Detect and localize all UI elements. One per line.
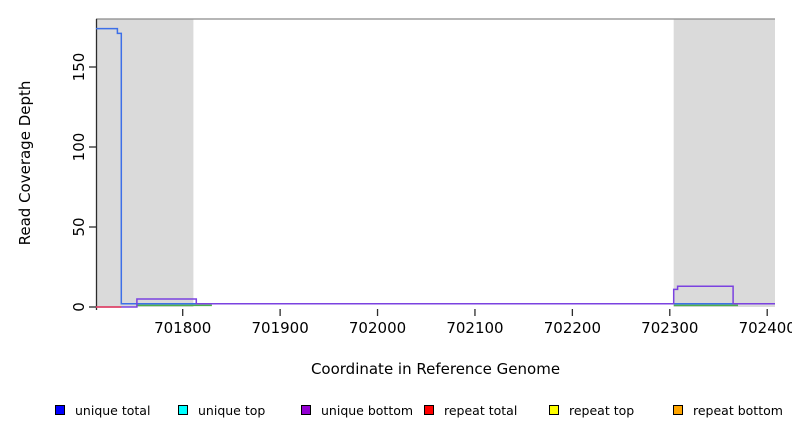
coverage-chart: 0 50 100 150 701800 701900 702000 702100 702200 7… xyxy=(16,18,792,337)
legend-label: unique top xyxy=(198,402,266,418)
x-tick-label: 702100 xyxy=(446,319,503,337)
x-axis-title: Coordinate in Reference Genome xyxy=(310,360,561,378)
y-tick-label: 100 xyxy=(70,133,88,162)
series-unique-total xyxy=(96,27,775,305)
series-unique-bottom xyxy=(96,285,775,308)
legend-item-repeat-bottom: repeat bottom xyxy=(673,401,783,419)
legend-label: repeat bottom xyxy=(693,402,783,418)
legend-item-unique-total: unique total xyxy=(55,401,150,419)
unique-total-swatch-icon xyxy=(55,405,65,415)
x-tick-label: 701900 xyxy=(251,319,308,337)
legend-label: unique bottom xyxy=(321,402,414,418)
y-axis-title: Read Coverage Depth xyxy=(16,81,34,246)
x-tick-label: 702200 xyxy=(544,319,601,337)
x-tick-label: 702300 xyxy=(641,319,698,337)
legend-label: repeat top xyxy=(569,402,635,418)
legend-label: unique total xyxy=(75,402,151,418)
legend-label: repeat total xyxy=(444,402,518,418)
x-tick-label: 701800 xyxy=(154,319,211,337)
legend-item-repeat-top: repeat top xyxy=(549,401,634,419)
chart-legend: unique total unique top unique bottom re… xyxy=(0,401,792,425)
repeat-top-swatch-icon xyxy=(549,405,559,415)
legend-item-repeat-total: repeat total xyxy=(424,401,517,419)
y-tick-label: 0 xyxy=(70,302,88,312)
unique-top-swatch-icon xyxy=(178,405,188,415)
repeat-region-band xyxy=(96,19,194,307)
unique-bottom-swatch-icon xyxy=(301,405,311,415)
repeat-region-band xyxy=(673,19,775,307)
x-tick-label: 702000 xyxy=(349,319,406,337)
repeat-total-swatch-icon xyxy=(424,405,434,415)
y-tick-label: 150 xyxy=(70,53,88,82)
legend-item-unique-top: unique top xyxy=(178,401,265,419)
repeat-bottom-swatch-icon xyxy=(673,405,683,415)
y-tick-label: 50 xyxy=(70,217,88,236)
x-tick-label: 702400 xyxy=(739,319,792,337)
legend-item-unique-bottom: unique bottom xyxy=(301,401,413,419)
